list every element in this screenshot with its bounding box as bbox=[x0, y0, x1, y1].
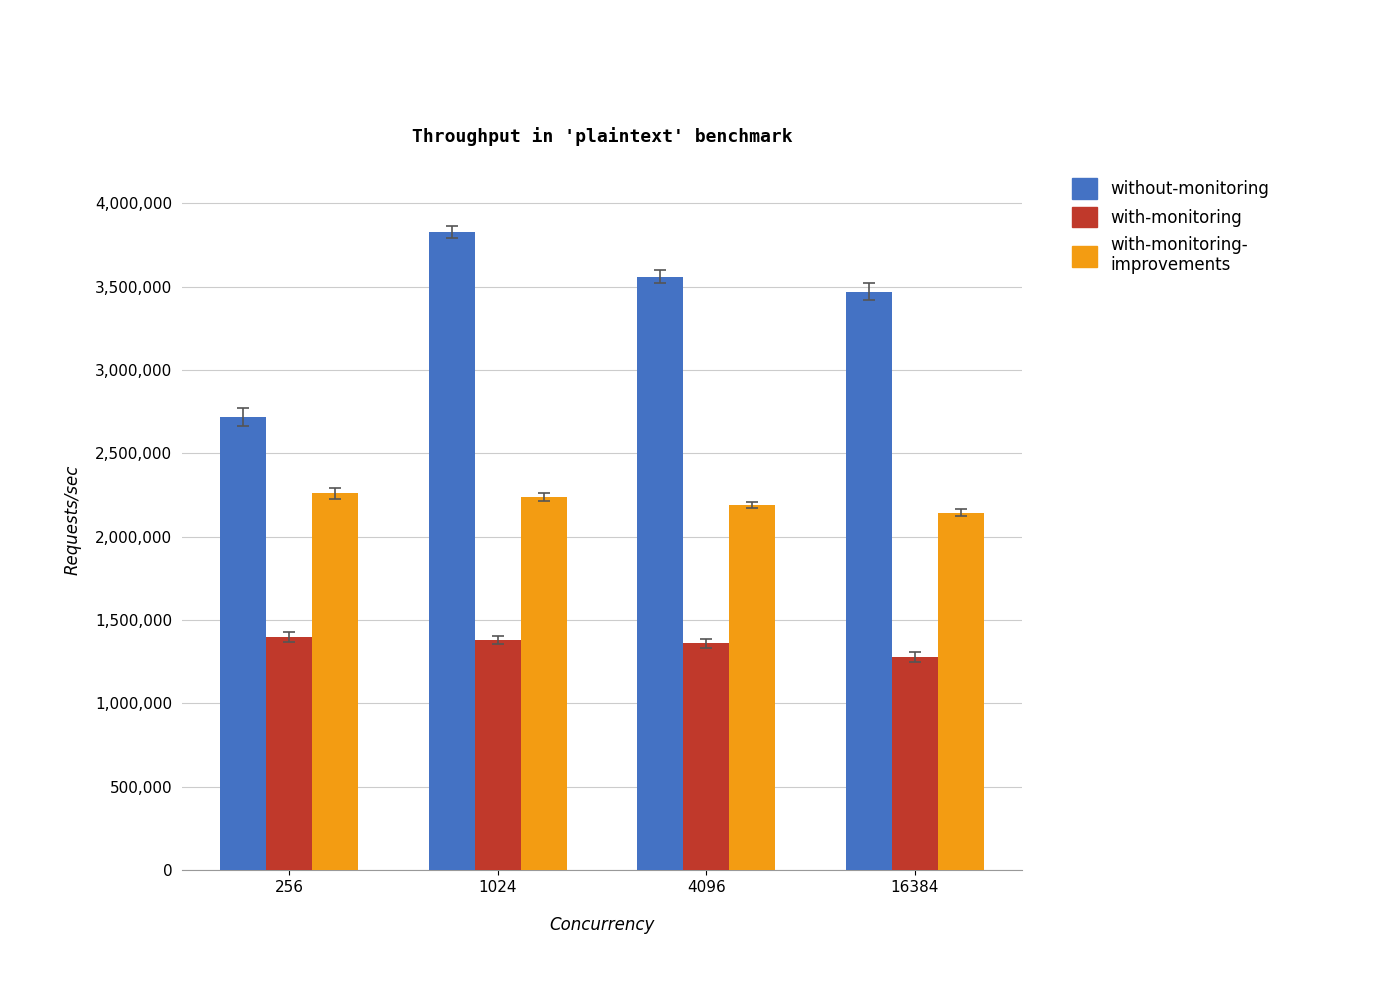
X-axis label: Concurrency: Concurrency bbox=[549, 916, 655, 934]
Bar bbox=[220, 417, 266, 870]
Bar bbox=[475, 640, 521, 870]
Bar bbox=[266, 637, 312, 870]
Bar bbox=[312, 493, 358, 870]
Bar bbox=[637, 277, 683, 870]
Title: Throughput in 'plaintext' benchmark: Throughput in 'plaintext' benchmark bbox=[412, 127, 792, 146]
Bar bbox=[892, 657, 938, 870]
Bar bbox=[521, 497, 567, 870]
Bar bbox=[846, 292, 892, 870]
Bar bbox=[938, 512, 984, 870]
Bar bbox=[729, 505, 776, 870]
Y-axis label: Requests/sec: Requests/sec bbox=[63, 465, 81, 575]
Bar bbox=[428, 232, 475, 870]
Legend: without-monitoring, with-monitoring, with-monitoring-
improvements: without-monitoring, with-monitoring, wit… bbox=[1072, 178, 1270, 274]
Bar bbox=[683, 643, 729, 870]
